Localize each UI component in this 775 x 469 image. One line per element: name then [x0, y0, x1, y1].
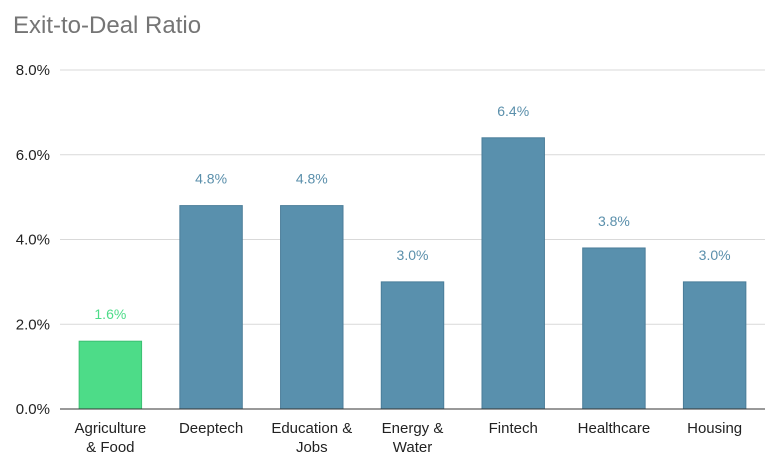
- y-axis-tick-labels: 0.0% 2.0% 4.0% 6.0% 8.0%: [16, 62, 50, 418]
- x-category-label-line: Water: [393, 439, 432, 456]
- data-label: 6.4%: [497, 103, 529, 119]
- x-category-label-line: Jobs: [296, 439, 328, 456]
- x-category-label-line: Education &: [271, 420, 352, 437]
- bar: [179, 205, 243, 410]
- x-category-label-line: Deeptech: [179, 420, 243, 437]
- x-category-label-line: Fintech: [489, 420, 538, 437]
- data-label: 4.8%: [296, 171, 328, 187]
- x-category-label-line: Housing: [687, 420, 742, 437]
- data-label: 4.8%: [195, 171, 227, 187]
- gridlines: [60, 69, 765, 325]
- x-category-label: Fintech: [489, 420, 538, 437]
- x-category-label: Agriculture & Food: [75, 420, 147, 456]
- x-category-label: Healthcare: [578, 420, 651, 437]
- x-category-label: Housing: [687, 420, 742, 437]
- bar: [78, 340, 143, 410]
- x-category-label-line: & Food: [86, 439, 134, 456]
- data-label: 3.0%: [699, 247, 731, 263]
- bar: [280, 205, 344, 410]
- x-category-label-line: Healthcare: [578, 420, 651, 437]
- data-labels: 1.6% 4.8% 4.8% 3.0% 6.4% 3.8% 3.0%: [94, 103, 730, 322]
- data-label: 3.8%: [598, 213, 630, 229]
- y-tick-label: 8.0%: [16, 62, 50, 79]
- bar: [380, 281, 445, 410]
- x-category-label: Deeptech: [179, 420, 243, 437]
- data-label: 3.0%: [397, 247, 429, 263]
- bars: [78, 137, 747, 410]
- data-label: 1.6%: [94, 306, 126, 322]
- bar: [481, 137, 545, 410]
- x-category-label-line: Energy &: [382, 420, 444, 437]
- y-tick-label: 6.0%: [16, 147, 50, 164]
- bar: [682, 281, 747, 410]
- y-tick-label: 2.0%: [16, 316, 50, 333]
- x-category-label: Energy & Water: [382, 420, 444, 456]
- chart-title: Exit-to-Deal Ratio: [13, 12, 202, 39]
- x-axis-category-labels: Agriculture & Food Deeptech Education & Jobs…: [75, 420, 743, 456]
- y-tick-label: 0.0%: [16, 401, 50, 418]
- x-category-label-line: Agriculture: [75, 420, 147, 437]
- bar: [582, 247, 646, 410]
- x-category-label: Education & Jobs: [271, 420, 352, 456]
- y-tick-label: 4.0%: [16, 232, 50, 249]
